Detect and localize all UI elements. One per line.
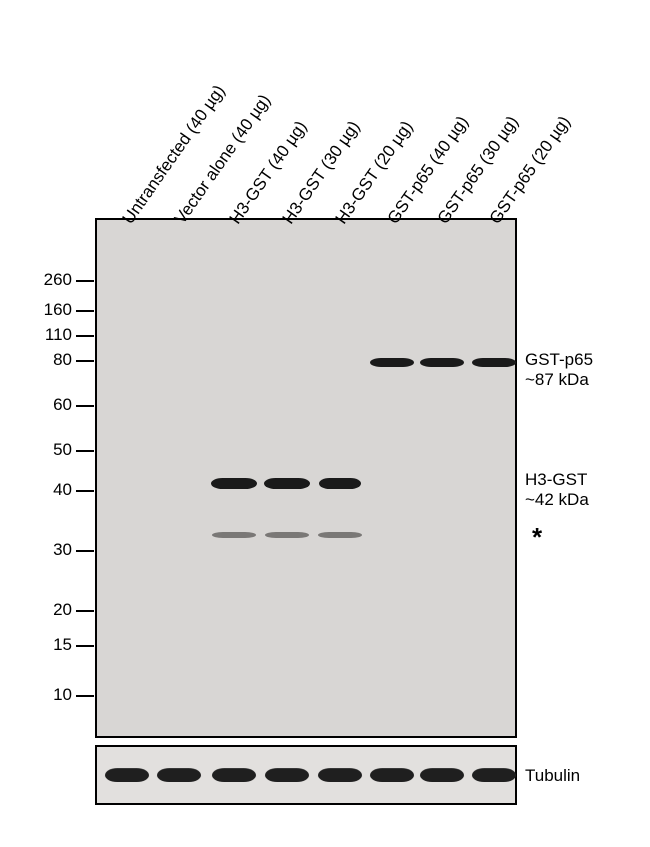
- annot-gst-p65-l2: ~87 kDa: [525, 370, 589, 390]
- mw-label-80: 80: [38, 350, 72, 370]
- band-h3-gst-0: [211, 478, 257, 489]
- band-tubulin-2: [212, 768, 257, 782]
- mw-label-110: 110: [38, 325, 72, 345]
- mw-tick-30: [76, 550, 94, 552]
- mw-tick-50: [76, 450, 94, 452]
- band-nonspecific-0: [212, 532, 256, 538]
- band-tubulin-6: [420, 768, 465, 782]
- band-h3-gst-1: [264, 478, 310, 489]
- band-h3-gst-2: [319, 478, 361, 489]
- annot-asterisk: *: [532, 522, 542, 553]
- band-nonspecific-2: [318, 532, 362, 538]
- band-tubulin-1: [157, 768, 202, 782]
- mw-label-40: 40: [38, 480, 72, 500]
- band-nonspecific-1: [265, 532, 309, 538]
- mw-label-160: 160: [38, 300, 72, 320]
- mw-tick-160: [76, 310, 94, 312]
- mw-label-10: 10: [38, 685, 72, 705]
- mw-tick-80: [76, 360, 94, 362]
- annot-gst-p65-l1: GST-p65: [525, 350, 593, 370]
- annot-h3-gst-l2: ~42 kDa: [525, 490, 589, 510]
- band-tubulin-7: [472, 768, 517, 782]
- mw-tick-15: [76, 645, 94, 647]
- mw-label-20: 20: [38, 600, 72, 620]
- annot-h3-gst-l1: H3-GST: [525, 470, 587, 490]
- lane-label-1: Vector alone (40 µg): [171, 91, 275, 228]
- mw-label-60: 60: [38, 395, 72, 415]
- mw-tick-20: [76, 610, 94, 612]
- band-tubulin-5: [370, 768, 415, 782]
- band-tubulin-0: [105, 768, 150, 782]
- western-blot-figure: Untransfected (40 µg)Vector alone (40 µg…: [0, 0, 650, 847]
- mw-label-30: 30: [38, 540, 72, 560]
- mw-label-15: 15: [38, 635, 72, 655]
- band-tubulin-4: [318, 768, 363, 782]
- mw-tick-40: [76, 490, 94, 492]
- band-gst-p65-2: [472, 358, 516, 367]
- mw-label-50: 50: [38, 440, 72, 460]
- band-gst-p65-1: [420, 358, 464, 367]
- mw-tick-260: [76, 280, 94, 282]
- band-gst-p65-0: [370, 358, 414, 367]
- mw-tick-60: [76, 405, 94, 407]
- annot-tubulin: Tubulin: [525, 766, 580, 786]
- mw-tick-10: [76, 695, 94, 697]
- band-tubulin-3: [265, 768, 310, 782]
- mw-label-260: 260: [38, 270, 72, 290]
- mw-tick-110: [76, 335, 94, 337]
- main-membrane: [95, 218, 517, 738]
